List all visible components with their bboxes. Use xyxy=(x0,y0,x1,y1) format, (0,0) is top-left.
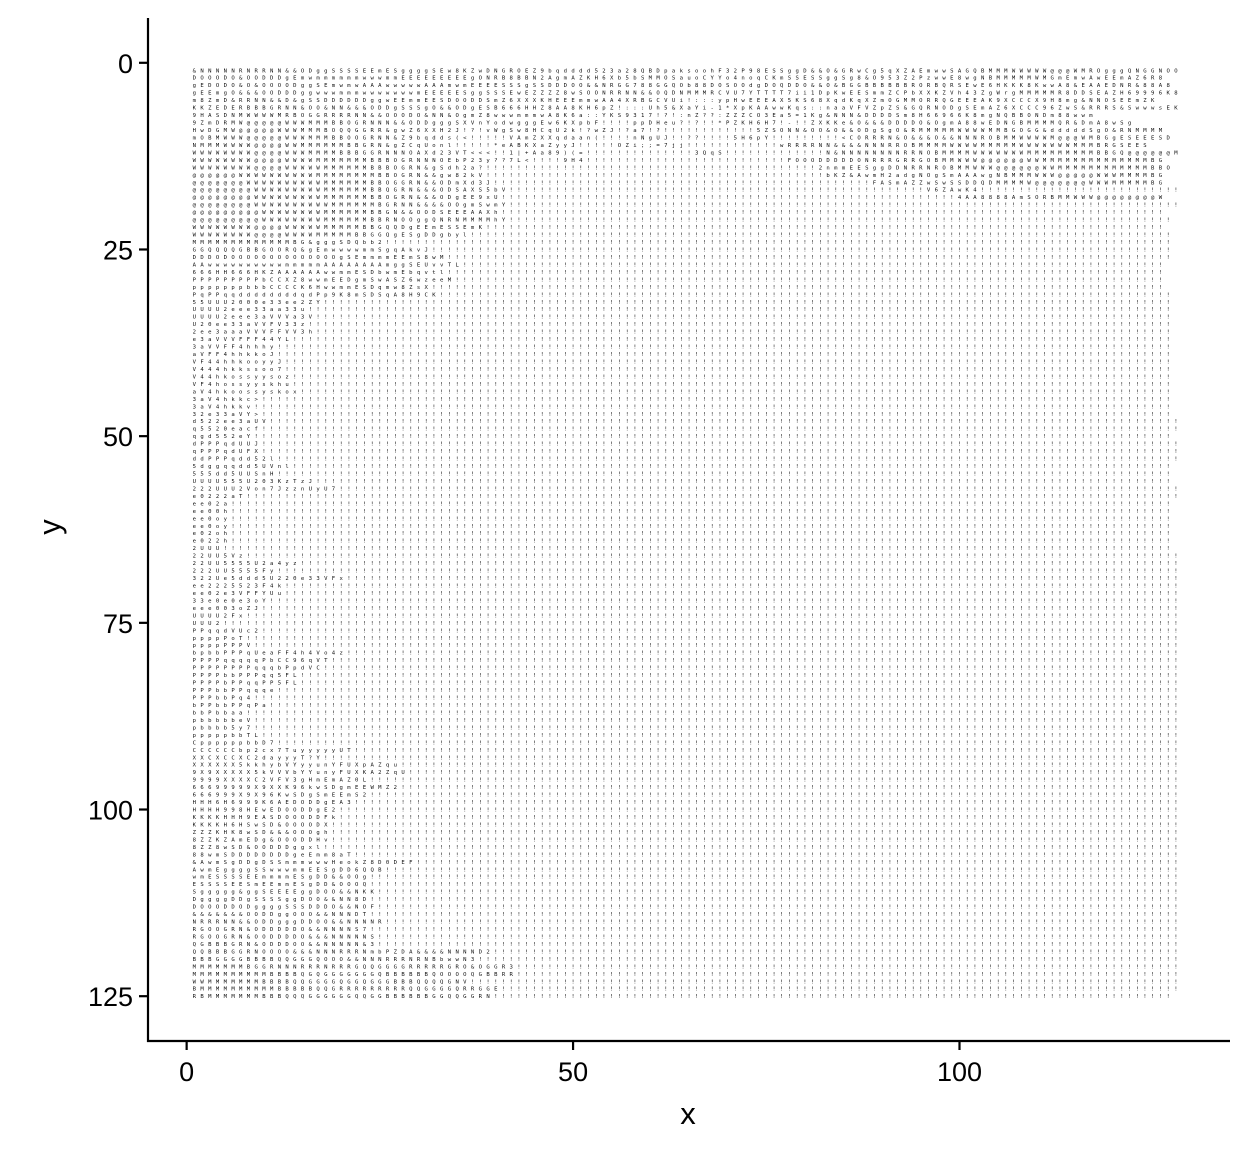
glyph-row: ee0oy!!!!!!!!!!!!!!!!!!!!!!!!!!!!!!!!!!!… xyxy=(193,516,1170,522)
glyph-row: VF4hossyyskhu!!!!!!!!!!!!!!!!!!!!!!!!!!!… xyxy=(193,382,1170,388)
y-tick-label: 0 xyxy=(118,49,133,79)
y-tick-label: 100 xyxy=(88,796,133,826)
glyph-row: 5dggqqdd5UVnl!!!!!!!!!!!!!!!!!!!!!!!!!!!… xyxy=(193,464,1170,470)
x-tick-label: 0 xyxy=(179,1057,194,1087)
glyph-row: MMMMMMMMMMMMMBG&gggSDQbb2!!!!!!!!!!!!!!!… xyxy=(193,240,1170,246)
y-tick-label: 25 xyxy=(103,235,133,265)
glyph-row: PqPPqqddddddddqdPp9K8mSDSqA8H9CK!!!!!!!!… xyxy=(193,292,1170,298)
glyph-row: VF44hhkooyyJ!!!!!!!!!!!!!!!!!!!!!!!!!!!!… xyxy=(193,359,1170,365)
glyph-row: gEDODO&O&OOOODggSEmwmwAAAwwwwwAAAmwmEEEE… xyxy=(193,83,1171,89)
glyph-row: e3aVVVFFF44YL!!!!!!!!!!!!!!!!!!!!!!!!!!!… xyxy=(193,337,1170,343)
glyph-row: @@@@@@@@@WWWWWWWWMMMMMMBBRNOOggQNRNMMMMh… xyxy=(193,218,1170,224)
glyph-row: UUUU2eee3aVVVa3V!!!!!!!!!!!!!!!!!!!!!!!!… xyxy=(193,315,1170,321)
glyph-row: e022h!!!!!!!!!!!!!!!!!!!!!!!!!!!!!!!!!!!… xyxy=(193,539,1170,545)
glyph-row: qgd552eY!!!!!!!!!!!!!!!!!!!!!!!!!!!!!!!!… xyxy=(193,434,1170,440)
glyph-row: mOBMWWW@@@@@WWWMMMBBOOGRNN&Z9bqdds(<!!!!… xyxy=(193,135,1171,141)
y-axis-title: y xyxy=(32,519,67,535)
glyph-row: 3aVVFF4hhhy!!!!!!!!!!!!!!!!!!!!!!!!!!!!!… xyxy=(193,345,1170,351)
glyph-row: 3aV4hkkv!!!!!!!!!!!!!!!!!!!!!!!!!!!!!!!!… xyxy=(193,404,1170,410)
glyph-row: WWWWWWWW@@@@WWWWMMMMMBBGGQgESgDDgbyl!!!!… xyxy=(193,233,1170,239)
glyph-row: 55UUU2000e33ee2ZY!!!!!!!!!!!!!!!!!!!!!!!… xyxy=(193,300,1170,306)
glyph-row: 2UUU!!!!!!!!!!!!!!!!!!!!!!!!!!!!!!!!!!!!… xyxy=(193,546,1170,552)
glyph-row: aV4hkoossyskox!!!!!!!!!!!!!!!!!!!!!!!!!!… xyxy=(193,389,1170,395)
glyph-row: DDDODOOOOOOOOOOOOOOgSEmmmmEEmS8wM!!!!!!!… xyxy=(193,255,1170,261)
glyph-row: m8ZmD&RRNN&&D&gSSDDDDDDggwEEmmEESDOODDSm… xyxy=(193,98,1155,104)
glyph-row: ee0oy!!!!!!!!!!!!!!!!!!!!!!!!!!!!!!!!!!!… xyxy=(193,524,1170,530)
ticks-layer: 0 50 100 0 25 50 75 100 125 xyxy=(88,49,982,1087)
glyph-row: GGQQQQGBBGOORQ&gEmwwwwmmSgqAkvJ!!!!!!!!!… xyxy=(193,247,1170,253)
glyph-row: 555dd5UUSnH!!!!!!!!!!!!!!!!!!!!!!!!!!!!!… xyxy=(193,472,1170,478)
axes-layer xyxy=(146,18,1230,1043)
glyph-row: 9HASDNMWWWWMRBOGGRRRRNN&&OOODO&NN&OgmZ8w… xyxy=(193,113,1094,119)
y-tick-label: 50 xyxy=(103,422,133,452)
glyph-row: 2ee3aaaVVVFFVV3h!!!!!!!!!!!!!!!!!!!!!!!!… xyxy=(193,330,1170,336)
glyph-row: RBMMMMMMMBBBQQQGGGGGGQQGGBBBBBBGGQQGGRN!… xyxy=(193,994,1170,1000)
x-tick-label: 50 xyxy=(558,1057,588,1087)
glyph-row: UUUU555U203KzTzJ!!!!!!!!!!!!!!!!!!!!!!!!… xyxy=(193,479,1170,485)
glyph-row: ee02a!!!!!!!!!!!!!!!!!!!!!!!!!!!!!!!!!!!… xyxy=(193,501,1170,507)
glyph-row: 3aV4hkkc>!!!!!!!!!!!!!!!!!!!!!!!!!!!!!!!… xyxy=(193,397,1170,403)
y-tick-label: 125 xyxy=(88,982,133,1012)
glyph-row: aVFF4hhkkoJ!!!!!!!!!!!!!!!!!!!!!!!!!!!!!… xyxy=(193,352,1170,358)
glyph-row: WWWWWWWW@@@@WWWWWMMMMMMBBBOGRN&gSdh2a?!!… xyxy=(193,165,1171,171)
y-tick-label: 75 xyxy=(103,609,133,639)
glyph-row: ee00h!!!!!!!!!!!!!!!!!!!!!!!!!!!!!!!!!!!… xyxy=(193,509,1170,515)
glyph-row: U20ee33aVVFV33z!!!!!!!!!!!!!!!!!!!!!!!!!… xyxy=(193,322,1170,328)
glyph-row: UUUU2eee33aa33u!!!!!!!!!!!!!!!!!!!!!!!!!… xyxy=(193,307,1170,313)
x-axis-title: x xyxy=(680,1096,696,1131)
glyph-row: V444hkkssoo7!!!!!!!!!!!!!!!!!!!!!!!!!!!!… xyxy=(193,367,1170,373)
glyph-row: V44hkossyysoz!!!!!!!!!!!!!!!!!!!!!!!!!!!… xyxy=(193,374,1170,380)
glyph-row: 32e33aVY>!!!!!!!!!!!!!!!!!!!!!!!!!!!!!!!… xyxy=(193,412,1170,418)
glyph-row: e02oh!!!!!!!!!!!!!!!!!!!!!!!!!!!!!!!!!!!… xyxy=(193,531,1170,537)
x-tick-label: 100 xyxy=(937,1057,982,1087)
